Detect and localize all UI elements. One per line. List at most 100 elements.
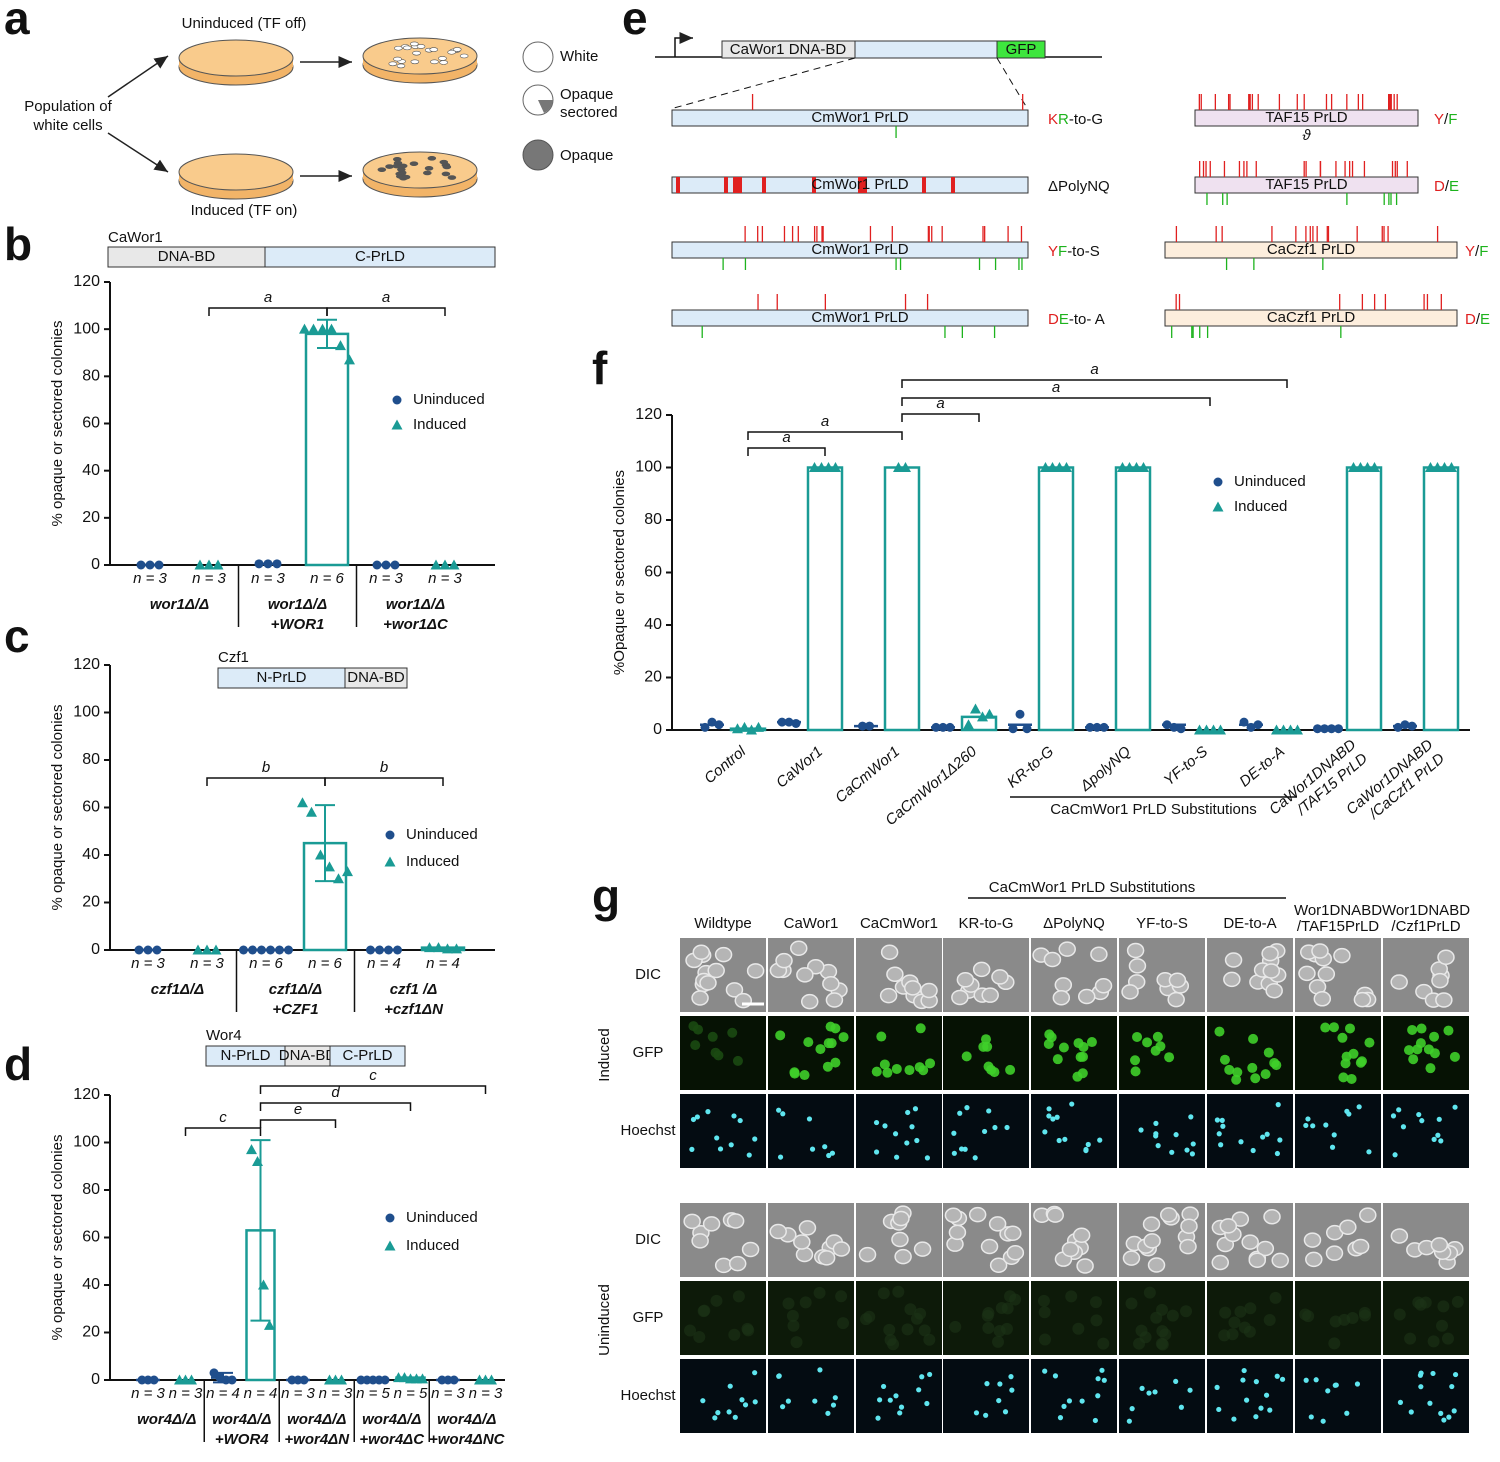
cell <box>1407 1024 1418 1035</box>
nucleus <box>1069 1101 1075 1107</box>
prld-box <box>1164 241 1458 259</box>
cell <box>837 1317 850 1330</box>
data-point <box>816 462 827 472</box>
nucleus <box>1042 1129 1048 1135</box>
n-label: n = 4 <box>206 1385 240 1402</box>
colony <box>439 159 449 165</box>
y-tick-label: 120 <box>73 1086 100 1103</box>
cell <box>1338 1072 1349 1083</box>
cell <box>793 1234 811 1250</box>
panel-letter: f <box>592 342 608 394</box>
data-point <box>1040 462 1051 472</box>
y-tick-label: 20 <box>82 894 100 911</box>
cell <box>1090 946 1108 963</box>
cell <box>1223 971 1241 988</box>
nucleus <box>742 1402 749 1408</box>
bar <box>806 466 844 732</box>
y-tick-label: 60 <box>82 415 100 432</box>
cell <box>1143 1233 1161 1249</box>
cell <box>1425 1063 1436 1074</box>
nucleus <box>1002 1409 1009 1415</box>
nucleus <box>1187 1387 1193 1393</box>
data-point <box>381 560 391 570</box>
nucleus <box>1400 1124 1407 1130</box>
mutation-label: DE-to- A <box>1048 311 1105 328</box>
cell <box>1179 1238 1197 1255</box>
cell <box>683 1213 701 1230</box>
nucleus <box>1418 1384 1424 1390</box>
micrograph <box>1295 1094 1381 1168</box>
data-point <box>248 945 257 955</box>
dish <box>178 153 294 191</box>
cell <box>891 1231 909 1248</box>
cell <box>1328 1337 1341 1350</box>
cell <box>988 1216 1007 1232</box>
nucleus <box>909 1124 915 1130</box>
cell <box>698 1304 711 1317</box>
legend-marker <box>384 856 396 867</box>
cell <box>775 952 793 969</box>
prld-label: CmWor1 PrLD <box>811 109 908 126</box>
column-label: YF-to-S <box>1136 915 1188 932</box>
nucleus <box>1253 1379 1259 1385</box>
category-label: KR-to-G <box>1004 743 1057 792</box>
nucleus <box>780 1404 786 1410</box>
nucleus <box>1451 1408 1457 1414</box>
legend-label: Opaque <box>560 147 613 164</box>
data-point <box>931 722 941 732</box>
nucleus <box>737 1117 743 1124</box>
nucleus <box>1333 1382 1339 1388</box>
colony <box>388 61 398 67</box>
data-point <box>1439 462 1450 472</box>
colony <box>412 50 421 56</box>
cell <box>1219 1218 1238 1234</box>
data-point <box>1054 462 1065 472</box>
y-tick-label: 40 <box>644 616 662 633</box>
nucleus <box>1331 1132 1337 1138</box>
y-tick-label: 40 <box>82 462 100 479</box>
category-label: Control <box>701 743 749 788</box>
polyq-block <box>922 177 926 193</box>
significance-label: a <box>782 429 790 446</box>
significance-bracket <box>259 1119 337 1128</box>
nucleus <box>1344 1410 1350 1416</box>
nucleus <box>732 1414 738 1420</box>
cell <box>1353 991 1372 1008</box>
cell <box>879 987 898 1004</box>
cell <box>1054 977 1073 993</box>
cell <box>1152 1031 1163 1042</box>
colony <box>394 45 403 51</box>
column-label: ΔPolyNQ <box>1043 915 1105 932</box>
category-label: +czf1ΔN <box>384 1001 444 1018</box>
data-point <box>1022 724 1032 734</box>
cell <box>798 1220 817 1236</box>
cell <box>1077 988 1096 1005</box>
y-tick-label: 20 <box>644 669 662 686</box>
data-point <box>210 944 222 955</box>
population-label: white cells <box>32 117 102 134</box>
nucleus <box>983 1412 989 1418</box>
nucleus <box>1062 1136 1068 1142</box>
nucleus <box>1042 1368 1048 1374</box>
category-label: +WOR4 <box>215 1431 269 1448</box>
bar <box>304 332 350 567</box>
nucleus <box>1173 1132 1179 1138</box>
data-point <box>1432 462 1443 472</box>
n-label: n = 3 <box>131 1385 165 1402</box>
significance-label: a <box>1052 379 1060 396</box>
residue-label: Y <box>1434 111 1444 128</box>
data-point <box>753 721 764 732</box>
bar <box>1114 466 1152 732</box>
subgroup-label: CaCmWor1 PrLD Substitutions <box>989 879 1195 896</box>
nucleus <box>752 1370 758 1376</box>
cell <box>732 1290 745 1303</box>
condition-label: Uninduced (TF off) <box>182 15 307 32</box>
data-point <box>254 559 264 569</box>
cell <box>1142 1216 1161 1232</box>
nucleus <box>1416 1111 1422 1118</box>
data-point <box>1362 462 1373 472</box>
cell <box>1359 1207 1377 1223</box>
nucleus <box>825 1410 831 1416</box>
cell <box>1155 1337 1168 1350</box>
significance-label: a <box>264 289 272 306</box>
